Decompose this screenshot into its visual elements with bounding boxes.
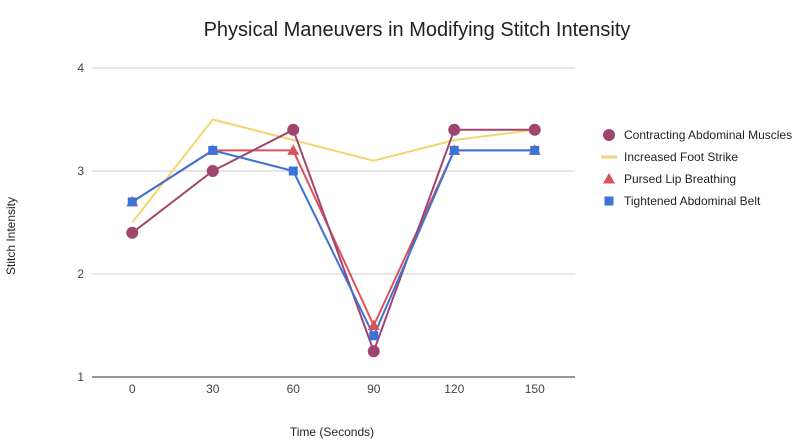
x-tick-label: 90 [367,382,381,396]
y-tick-label: 1 [77,370,84,384]
y-axis-ticks: 1 2 3 4 [77,61,84,384]
data-point [528,123,541,136]
data-point [127,197,137,207]
x-tick-label: 120 [444,382,464,396]
data-point [287,123,300,136]
series-line [131,128,535,353]
data-point [126,226,139,239]
chart-title: Physical Maneuvers in Modifying Stitch I… [204,19,631,41]
y-tick-label: 4 [77,61,84,75]
data-point [603,173,615,184]
series-markers [126,123,541,358]
series-lines [131,118,535,353]
x-tick-label: 60 [287,382,301,396]
series-line [131,118,535,224]
data-point [448,123,461,136]
data-point [288,166,298,176]
data-point [287,144,300,155]
data-point [208,145,218,155]
data-point [449,145,459,155]
series-line [131,149,535,337]
data-point [206,165,219,177]
legend-label: Tightened Abdominal Belt [624,194,761,208]
x-tick-label: 0 [129,382,136,396]
data-point [367,319,380,330]
data-point [603,129,615,141]
data-point [367,345,380,358]
legend-label: Contracting Abdominal Muscles [624,128,792,142]
x-axis-ticks: 0 30 60 90 120 150 [129,382,545,396]
data-point [530,145,540,155]
y-tick-label: 3 [77,164,84,178]
legend-label: Pursed Lip Breathing [624,172,736,186]
y-tick-label: 2 [77,267,84,281]
gridlines [92,67,575,378]
legend: Contracting Abdominal Muscles Increased F… [601,128,792,208]
legend-label: Increased Foot Strike [624,150,738,164]
data-point [604,196,614,206]
y-axis-label: Stitch Intensity [4,197,18,275]
x-axis-label: Time (Seconds) [290,425,374,439]
x-tick-label: 30 [206,382,220,396]
data-point [369,331,379,341]
x-tick-label: 150 [525,382,545,396]
